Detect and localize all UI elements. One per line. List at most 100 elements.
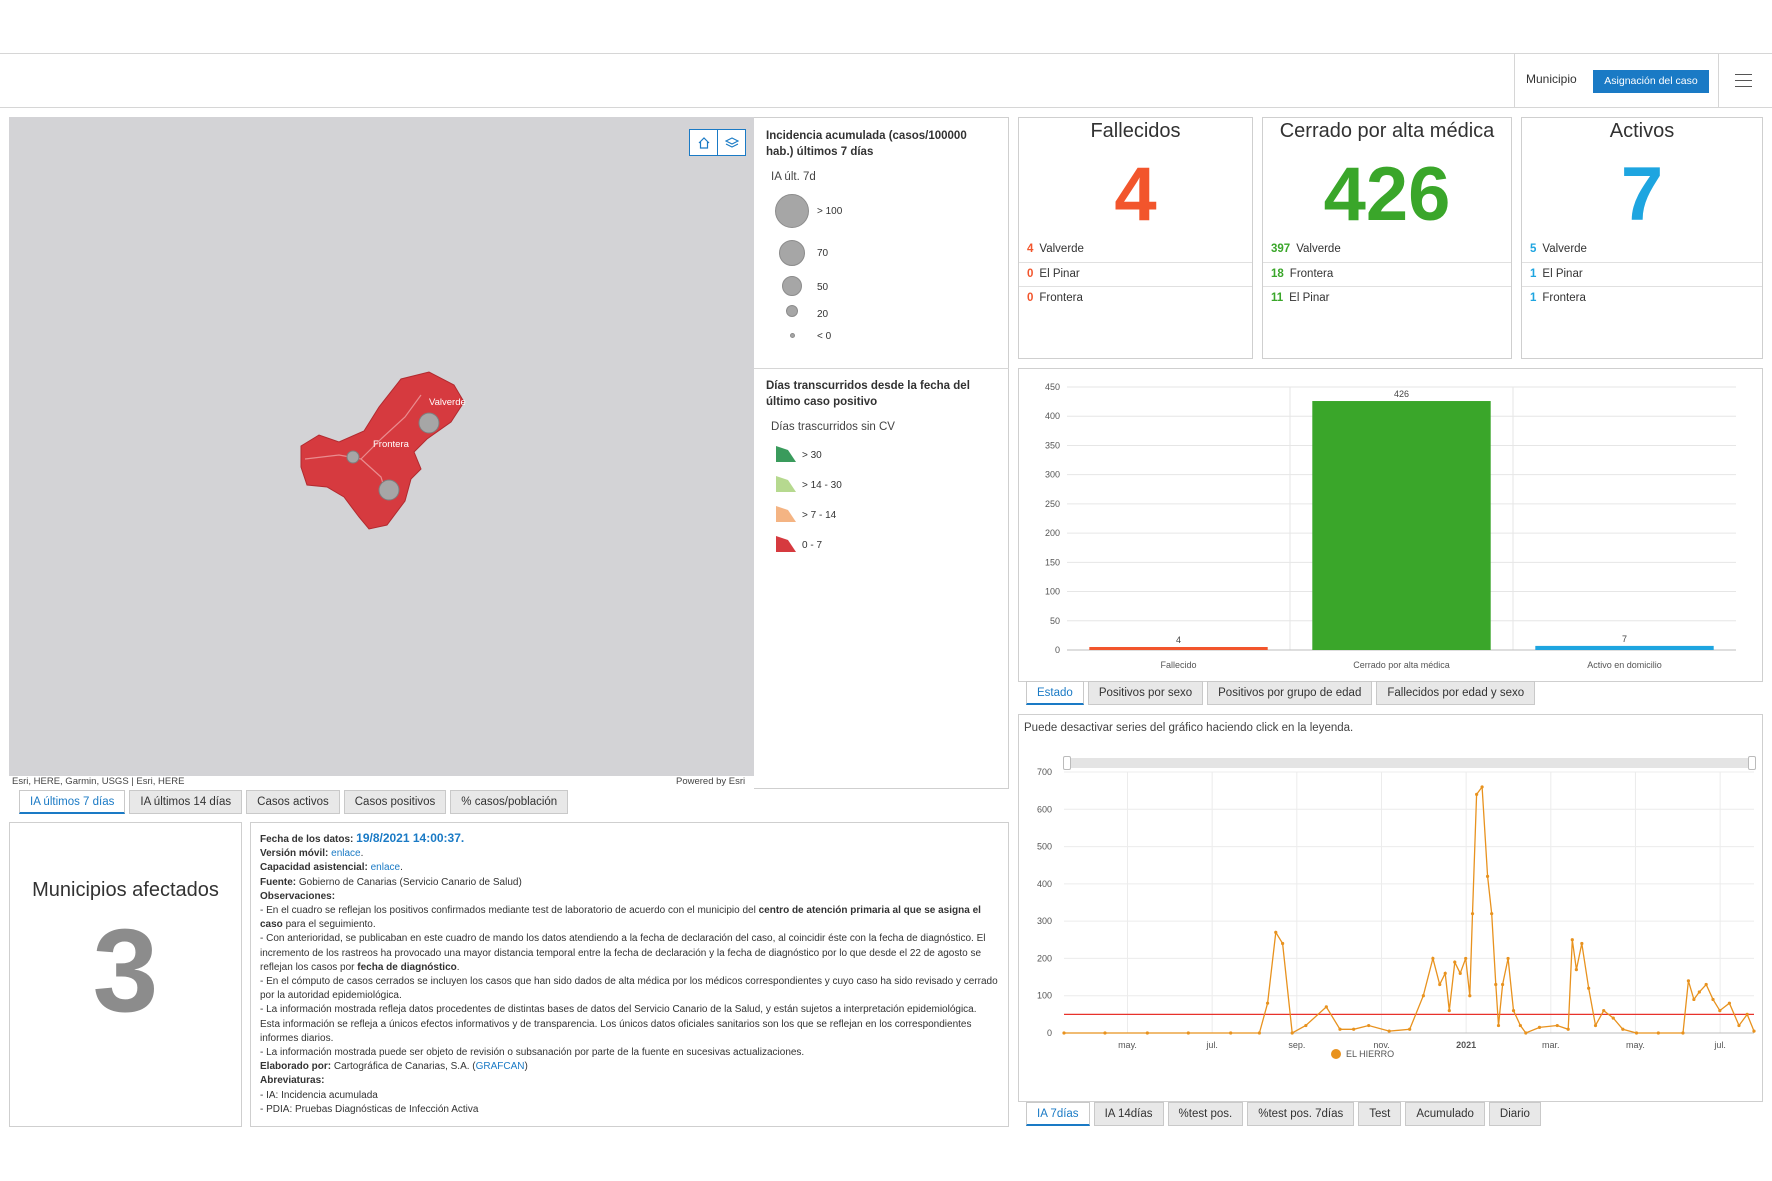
el-hierro-point [1443,971,1447,975]
el-hierro-point [1274,930,1278,934]
line-y-tick: 600 [1037,804,1052,814]
el-hierro-point [1431,956,1435,961]
line-x-tick: may. [1626,1040,1645,1050]
el-hierro-point [1408,1027,1412,1031]
legend-circle-m [782,276,802,296]
tab-acumulado[interactable]: Acumulado [1405,1102,1485,1126]
tab-ia-14dias[interactable]: IA 14días [1093,1102,1164,1126]
el-hierro-point [1745,1012,1749,1016]
bar-y-tick: 50 [1050,616,1060,626]
tab-test[interactable]: Test [1358,1102,1402,1126]
island-map: Valverde Frontera [300,371,466,530]
el-hierro-point [1718,1009,1722,1013]
tab-ia-7d[interactable]: IA últimos 7 días [19,790,126,814]
top-bar: Municipio Asignación del caso [0,53,1772,108]
tab-positivos-edad[interactable]: Positivos por grupo de edad [1207,681,1373,705]
tab-fallecidos-edad-sexo[interactable]: Fallecidos por edad y sexo [1376,681,1536,705]
tab-estado[interactable]: Estado [1026,681,1084,705]
legend-days-class: 0 - 7 [802,540,823,551]
map-tabs: IA últimos 7 días IA últimos 14 días Cas… [19,790,569,814]
el-hierro-point [1485,874,1490,878]
el-hierro-point [1634,1031,1639,1035]
legend-circle-s [786,305,798,317]
map-view[interactable]: Valverde Frontera [9,117,754,776]
el-hierro-point [1511,1009,1516,1013]
range-slider-left-handle[interactable] [1063,756,1071,770]
el-hierro-point [1656,1031,1660,1035]
info-panel: Fecha de los datos: 19/8/2021 14:00:37. … [250,822,1009,1127]
bar-y-tick: 0 [1055,645,1060,655]
tab-casos-activos[interactable]: Casos activos [246,790,340,814]
bar [1535,645,1714,650]
valverde-incidence-circle [418,412,440,434]
el-pinar-incidence-circle [378,479,400,501]
legend-circle-l [779,240,805,266]
tab-diario[interactable]: Diario [1488,1102,1541,1126]
island-polygon [300,371,465,530]
el-hierro-point [1496,1023,1501,1028]
line-chart-note: Puede desactivar series del gráfico haci… [1024,722,1354,734]
el-hierro-point [1186,1031,1190,1035]
tab-test-pos-7dias[interactable]: %test pos. 7días [1247,1102,1355,1126]
line-y-tick: 200 [1037,953,1052,963]
kpi-value: 7 [1620,152,1664,237]
bar-category-label: Fallecido [1160,660,1196,670]
legend-marker [1331,1049,1341,1059]
assignment-button[interactable]: Asignación del caso [1593,70,1709,93]
legend-days-class: > 14 - 30 [802,480,842,491]
el-hierro-point [1752,1029,1756,1033]
legend-swatch-0-7 [776,536,796,552]
tab-casos-positivos[interactable]: Casos positivos [343,790,447,814]
capacity-link[interactable]: enlace [370,862,401,874]
el-hierro-point [1265,1001,1270,1005]
el-hierro-point [1686,979,1691,983]
line-y-tick: 400 [1037,879,1052,889]
view-label: Municipio [1526,72,1577,86]
el-hierro-point [1367,1023,1371,1028]
municipios-card: Municipios afectados 3 [9,822,242,1127]
mobile-link[interactable]: enlace [331,848,361,860]
el-hierro-point [1257,1031,1261,1035]
kpi-value: 426 [1323,152,1451,237]
legend-ia-class: 50 [817,282,829,293]
range-slider-right-handle[interactable] [1748,756,1756,770]
el-hierro-point [1290,1031,1294,1035]
el-hierro-point [1480,785,1484,789]
el-hierro-point [1681,1031,1685,1035]
tab-test-pos[interactable]: %test pos. [1167,1102,1244,1126]
kpi-activos: Activos 7 5 Valverde 1 El Pinar 1 Frontera [1521,117,1763,359]
legend-ia-title: Incidencia acumulada (casos/100000 hab.)… [766,130,967,158]
el-hierro-point [1145,1031,1149,1035]
bar-y-tick: 450 [1045,382,1060,392]
kpi-alta-medica: Cerrado por alta médica 426 397 Valverde … [1262,117,1512,359]
el-hierro-point [1468,994,1472,998]
bar-y-tick: 350 [1045,440,1060,450]
bar-value-label: 7 [1622,634,1627,644]
frontera-label: Frontera [373,439,410,450]
legend-circle-xs [790,333,795,338]
legend-label: EL HIERRO [1346,1049,1394,1059]
bar-value-label: 4 [1176,635,1181,645]
legend-ia-class: > 100 [817,206,843,217]
tab-positivos-sexo[interactable]: Positivos por sexo [1087,681,1204,705]
bar [1089,647,1268,650]
layers-icon[interactable] [718,130,745,155]
el-hierro-point [1537,1025,1542,1030]
kpi-row: 11 El Pinar [1263,286,1511,310]
el-hierro-point [1229,1031,1233,1035]
grafcan-link[interactable]: GRAFCAN [475,1061,525,1073]
home-icon[interactable] [690,130,718,155]
tab-ia-7dias[interactable]: IA 7días [1026,1102,1090,1126]
line-chart-panel: Puede desactivar series del gráfico haci… [1018,714,1763,1102]
hamburger-menu-icon[interactable] [1735,74,1752,88]
legend-days-class: > 30 [802,450,822,461]
municipios-title: Municipios afectados [32,879,219,901]
el-hierro-point [1737,1023,1741,1028]
el-hierro-point [1464,956,1468,961]
tab-casos-poblacion[interactable]: % casos/población [450,790,569,814]
kpi-row: 4 Valverde [1027,243,1084,255]
range-slider-track[interactable] [1067,758,1752,768]
el-hierro-point [1580,941,1584,946]
tab-ia-14d[interactable]: IA últimos 14 días [129,790,243,814]
el-hierro-point [1438,982,1442,987]
